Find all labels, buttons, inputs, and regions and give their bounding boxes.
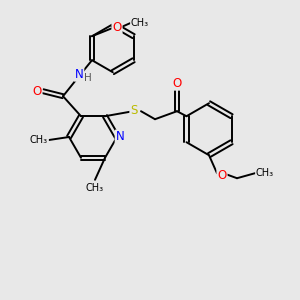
Text: S: S <box>130 104 138 117</box>
Text: CH₃: CH₃ <box>256 168 274 178</box>
Text: O: O <box>218 169 226 182</box>
Text: CH₃: CH₃ <box>30 135 48 145</box>
Text: CH₃: CH₃ <box>131 18 149 28</box>
Text: H: H <box>84 73 92 83</box>
Text: O: O <box>32 85 42 98</box>
Text: N: N <box>116 130 124 143</box>
Text: CH₃: CH₃ <box>86 183 104 193</box>
Text: O: O <box>112 21 122 34</box>
Text: N: N <box>75 68 83 81</box>
Text: O: O <box>172 77 182 90</box>
